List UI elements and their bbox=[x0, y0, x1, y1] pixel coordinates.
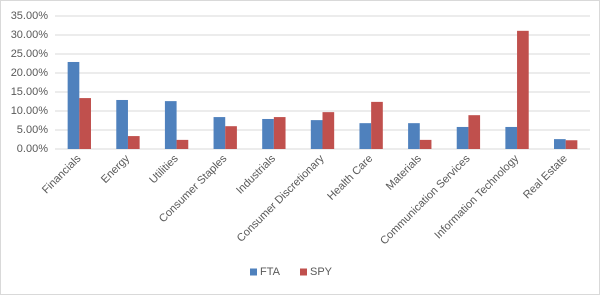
bar bbox=[79, 98, 91, 149]
bar bbox=[468, 115, 481, 149]
bar bbox=[127, 136, 140, 149]
bar bbox=[262, 118, 274, 149]
y-tick-label: 35.00% bbox=[11, 10, 49, 22]
bar bbox=[67, 61, 80, 150]
bar bbox=[116, 99, 128, 149]
bar bbox=[371, 101, 383, 149]
bar bbox=[322, 112, 335, 149]
legend-swatch bbox=[300, 268, 307, 276]
y-tick-label: 15.00% bbox=[11, 86, 49, 98]
bar bbox=[359, 123, 372, 149]
legend-label: FTA bbox=[260, 266, 281, 278]
bar bbox=[565, 140, 578, 149]
bar bbox=[164, 101, 177, 149]
bar bbox=[310, 120, 323, 149]
bar bbox=[213, 117, 226, 149]
y-tick-label: 5.00% bbox=[17, 124, 48, 136]
y-tick-label: 0.00% bbox=[17, 143, 48, 155]
y-tick-label: 10.00% bbox=[11, 105, 49, 117]
y-tick-label: 25.00% bbox=[11, 48, 49, 60]
legend-swatch bbox=[250, 268, 257, 276]
y-tick-label: 30.00% bbox=[11, 29, 49, 41]
bar bbox=[273, 117, 286, 149]
y-tick-label: 20.00% bbox=[11, 67, 49, 79]
bar bbox=[176, 139, 189, 149]
bar bbox=[554, 139, 566, 149]
bar bbox=[517, 30, 529, 149]
bar bbox=[225, 126, 237, 149]
bar bbox=[408, 123, 420, 149]
bar bbox=[456, 126, 469, 149]
legend-label: SPY bbox=[310, 266, 333, 278]
bar bbox=[419, 139, 432, 149]
bar bbox=[505, 126, 518, 149]
